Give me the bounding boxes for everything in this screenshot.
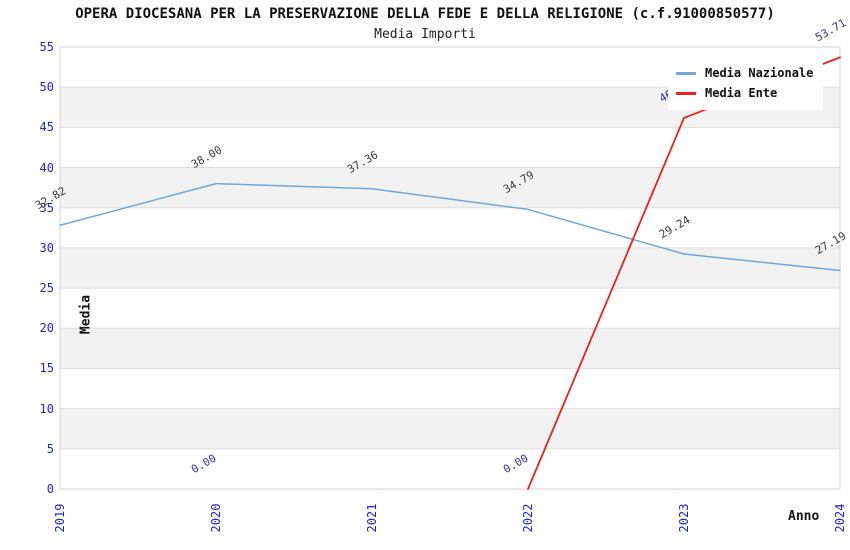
series-line-nazionale (215, 182, 373, 190)
y-axis-title: Media (78, 294, 94, 335)
plot-area: Media (59, 46, 841, 490)
legend-label: Media Ente (705, 86, 778, 100)
legend-item-nazionale: Media Nazionale (676, 63, 813, 83)
y-tick-label: 45 (39, 120, 54, 135)
plot-band (60, 247, 840, 289)
x-tick-label: 2019 (53, 503, 67, 533)
plot-band (60, 328, 840, 369)
y-tick-label: 20 (39, 321, 54, 336)
chart-subtitle: Media Importi (374, 27, 476, 42)
y-tick-label: 55 (39, 40, 54, 54)
y-tick-label: 30 (39, 240, 54, 255)
y-tick-label: 50 (39, 80, 54, 95)
plot-band (60, 127, 840, 168)
x-tick-label: 2022 (521, 503, 535, 533)
y-tick-label: 15 (39, 361, 54, 376)
y-tick-label: 35 (39, 200, 54, 215)
x-tick-label: 2020 (209, 503, 223, 533)
series-line-nazionale (527, 208, 685, 255)
x-tick-label: 2023 (677, 503, 691, 533)
series-line-nazionale (371, 188, 529, 211)
series-line-nazionale (59, 182, 217, 226)
plot-band (60, 207, 840, 248)
plot-band (60, 408, 840, 449)
y-tick-label: 10 (39, 401, 54, 416)
line-swatch-red-icon (676, 91, 696, 95)
series-line-nazionale (683, 253, 841, 272)
x-axis-title: Anno (788, 509, 820, 524)
chart-title: OPERA DIOCESANA PER LA PRESERVAZIONE DEL… (75, 6, 775, 22)
plot-canvas (59, 46, 841, 490)
legend-item-ente: Media Ente (676, 83, 813, 103)
plot-band (60, 288, 840, 329)
y-tick-label: 5 (46, 441, 54, 456)
plot-band (60, 368, 840, 409)
legend-label: Media Nazionale (705, 66, 814, 80)
x-tick-label: 2024 (833, 503, 847, 533)
line-swatch-blue-icon (676, 71, 696, 75)
y-tick-label: 40 (39, 160, 54, 175)
y-tick-label: 0 (46, 482, 54, 496)
x-tick-label: 2021 (365, 503, 379, 533)
series-line-ente (527, 117, 685, 490)
legend: Media Nazionale Media Ente (668, 58, 824, 110)
y-tick-label: 25 (39, 281, 54, 296)
plot-band (60, 167, 840, 208)
plot-border (59, 46, 841, 490)
plot-band (60, 448, 840, 489)
